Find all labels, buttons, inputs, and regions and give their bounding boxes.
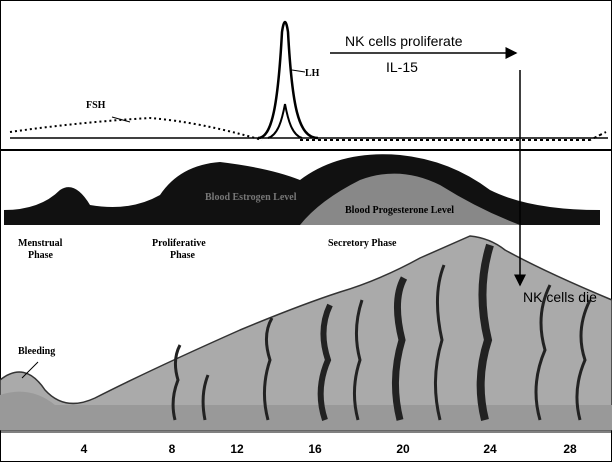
endometrium (0, 235, 612, 431)
progesterone-label: Blood Progesterone Level (345, 205, 454, 216)
day-label: 8 (169, 442, 176, 456)
lh-pointer (291, 69, 306, 73)
annotation: NK cells die (523, 289, 597, 305)
annotation: NK cells proliferate (345, 33, 463, 49)
day-label: 20 (396, 442, 410, 456)
progesterone-band (300, 173, 520, 225)
day-label: 24 (483, 442, 497, 456)
day-label: 12 (230, 442, 244, 456)
bleeding-label: Bleeding (18, 346, 55, 357)
fsh-curve (9, 116, 263, 141)
annotation: IL-15 (386, 59, 418, 75)
phase-label: Phase (170, 250, 196, 261)
fsh-label: FSH (86, 100, 106, 111)
bleeding-pointer (21, 361, 39, 379)
phase-label: Phase (28, 250, 54, 261)
fsh-tail (300, 131, 607, 141)
lh-curve (257, 20, 319, 140)
day-label: 28 (563, 442, 577, 456)
phase-label: Menstrual (18, 238, 63, 249)
day-label: 4 (81, 442, 88, 456)
day-axis: 4 8 12 16 20 24 28 (81, 442, 577, 456)
estrogen-label: Blood Estrogen Level (205, 192, 297, 203)
fsh-pointer (111, 116, 131, 123)
phase-label: Proliferative (152, 238, 206, 249)
lh-label: LH (305, 68, 320, 79)
lh-curve-inner (267, 103, 303, 139)
phase-label: Secretory Phase (328, 238, 397, 249)
glands (171, 243, 592, 421)
day-label: 16 (308, 442, 322, 456)
basal-layer (0, 391, 612, 430)
